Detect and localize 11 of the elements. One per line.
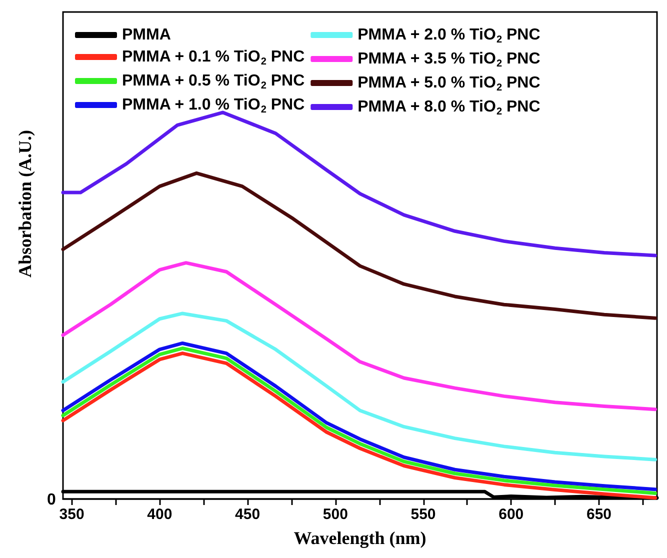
- x-tick-label: 350: [59, 506, 84, 523]
- x-tick-label: 400: [147, 506, 172, 523]
- x-tick-label: 550: [410, 506, 436, 523]
- y-axis-title: Absorbation (A.U.): [15, 130, 35, 278]
- x-tick-label: 650: [586, 506, 612, 523]
- x-tick-label: 500: [322, 506, 348, 523]
- legend-label: PMMA: [122, 26, 172, 44]
- text: 0: [47, 492, 56, 508]
- x-tick-label: 600: [498, 506, 524, 523]
- x-axis-title: Wavelength (nm): [294, 528, 426, 548]
- x-tick-label: 450: [235, 506, 260, 523]
